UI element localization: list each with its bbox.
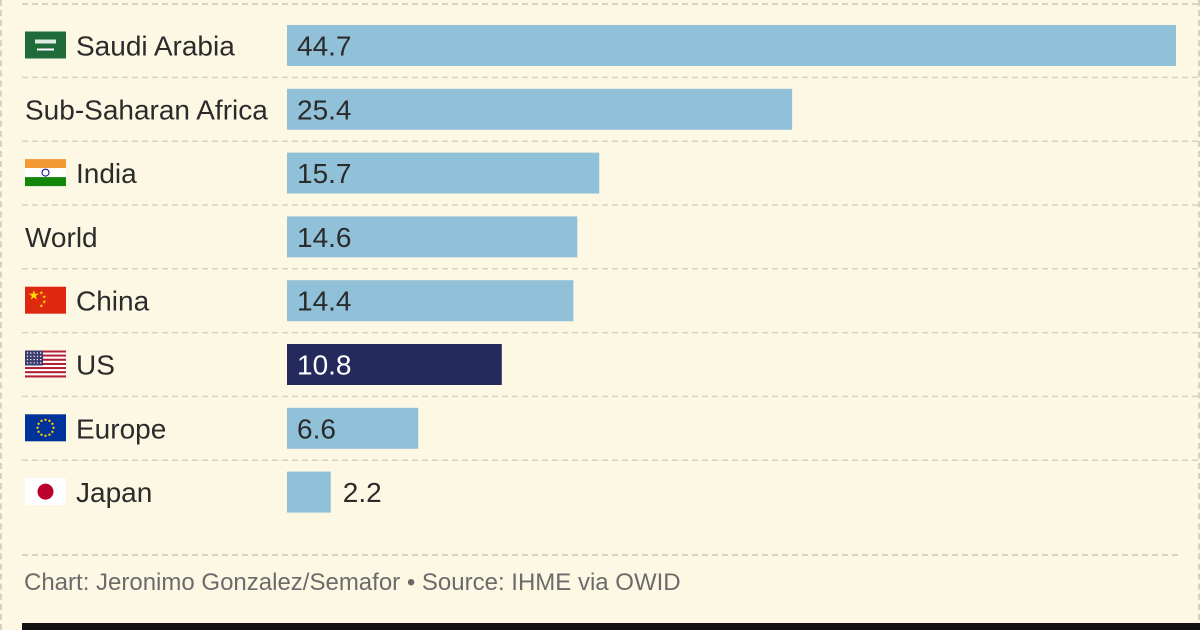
category-label: World [25,222,98,253]
chart-row: World 14.6 [22,216,1200,270]
value-label: 44.7 [297,31,352,62]
bar [287,280,574,322]
bar [287,407,419,449]
category-label: US [76,350,115,381]
svg-text:★: ★ [28,289,40,304]
value-label: 15.7 [297,158,352,189]
china-flag-icon: ★ ★★★★ [25,286,66,314]
bar [287,88,793,130]
svg-text:★: ★ [39,304,44,310]
svg-text:★: ★ [39,291,44,297]
value-label: 10.8 [297,350,352,381]
category-label: Japan [76,477,152,508]
svg-text:★: ★ [42,295,47,301]
chart-row: Sub-Saharan Africa 25.4 [22,88,1200,142]
category-label: China [76,286,150,317]
chart-row: India 15.7 [22,152,1200,206]
saudi-flag-icon [25,31,66,59]
bar [287,344,502,385]
svg-text:★: ★ [42,300,47,306]
eu-flag-icon [25,414,66,442]
chart-row: Saudi Arabia 44.7 [22,25,1200,79]
category-label: Sub-Saharan Africa [25,94,268,125]
chart-row: Japan 2.2 [25,471,382,513]
value-label: 14.6 [297,222,352,253]
value-label: 6.6 [297,413,336,444]
bar-chart: Saudi Arabia 44.7 Sub-Saharan Africa 25.4 In… [22,3,1200,513]
bar [287,216,578,258]
bottom-bar [22,623,1200,630]
us-flag-icon [25,350,66,378]
category-label: Saudi Arabia [76,31,235,62]
value-label: 14.4 [297,286,352,317]
bar [287,25,1176,66]
value-label: 2.2 [343,477,382,508]
chart-source: Chart: Jeronimo Gonzalez/Semafor • Sourc… [24,569,681,596]
india-flag-icon [25,159,66,187]
category-label: India [76,158,137,189]
footer-divider [22,554,1178,556]
japan-flag-icon [25,478,66,506]
chart-row: ★ ★★★★ China 14.4 [22,280,1200,334]
category-label: Europe [76,413,166,444]
bar [287,471,331,513]
chart-row: Europe 6.6 [22,407,1200,461]
chart-row: US 10.8 [22,344,1200,398]
bar [287,152,600,194]
value-label: 25.4 [297,94,352,125]
